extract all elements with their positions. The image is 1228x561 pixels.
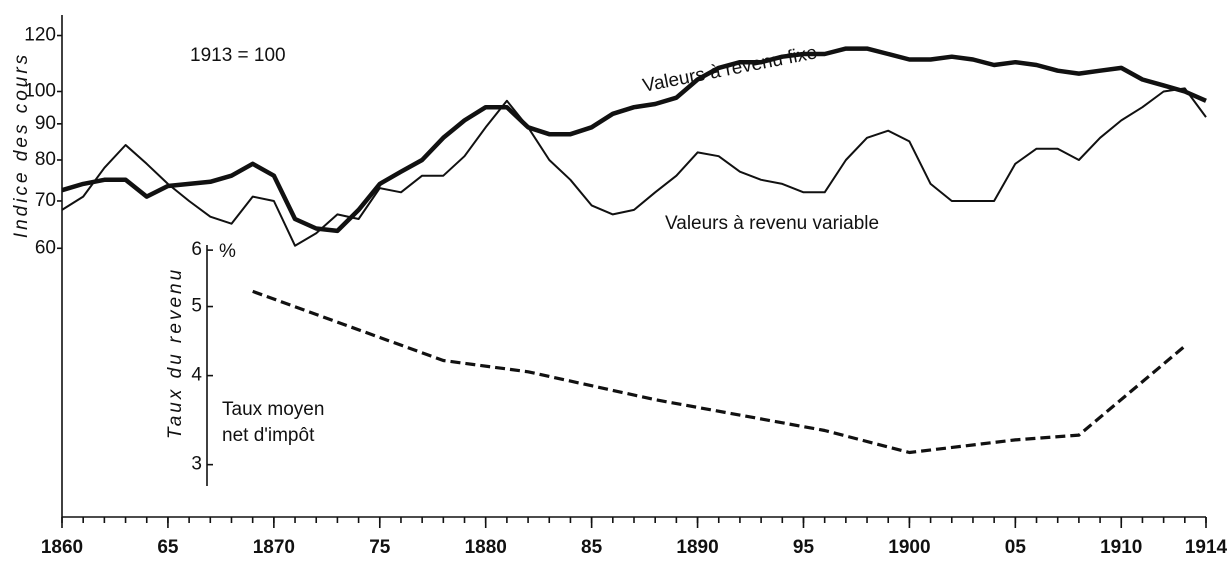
y-axis-title: Indice des cours	[11, 52, 32, 238]
annotation: net d'impôt	[222, 425, 315, 446]
x-tick-label: 75	[369, 537, 391, 558]
y2-tick-label: 5	[191, 296, 202, 317]
y-tick-label: 120	[24, 25, 56, 46]
y2-tick-label: 6	[191, 239, 202, 260]
series-label: Valeurs à revenu variable	[665, 213, 879, 234]
series-line	[61, 46, 1207, 234]
y2-axis-title: Taux du revenu	[165, 267, 186, 439]
x-tick-label: 1860	[41, 537, 83, 558]
x-tick-label: 65	[157, 537, 179, 558]
x-tick-label: 05	[1005, 537, 1027, 558]
y-tick-label: 70	[35, 190, 56, 211]
series-line	[61, 87, 1207, 247]
series-line	[252, 289, 1186, 455]
y-tick-label: 100	[24, 81, 56, 102]
y2-tick-label: 4	[191, 365, 202, 386]
x-tick-label: 85	[581, 537, 603, 558]
y2-tick-label: 3	[191, 454, 202, 475]
annotation: Taux moyen	[222, 399, 324, 420]
y-tick-label: 80	[35, 149, 56, 170]
x-tick-label: 1900	[888, 537, 930, 558]
series-label: Valeurs à revenu fixe	[641, 42, 819, 96]
x-tick-label: 1880	[465, 537, 507, 558]
x-tick-label: 1914	[1185, 537, 1228, 558]
y-tick-label: 60	[35, 237, 56, 258]
x-tick-label: 1910	[1100, 537, 1142, 558]
annotation: 1913 = 100	[190, 45, 286, 66]
y-tick-label: 90	[35, 113, 56, 134]
x-tick-label: 1870	[253, 537, 295, 558]
x-tick-label: 95	[793, 537, 815, 558]
x-tick-label: 1890	[676, 537, 718, 558]
y2-unit: %	[219, 241, 236, 262]
